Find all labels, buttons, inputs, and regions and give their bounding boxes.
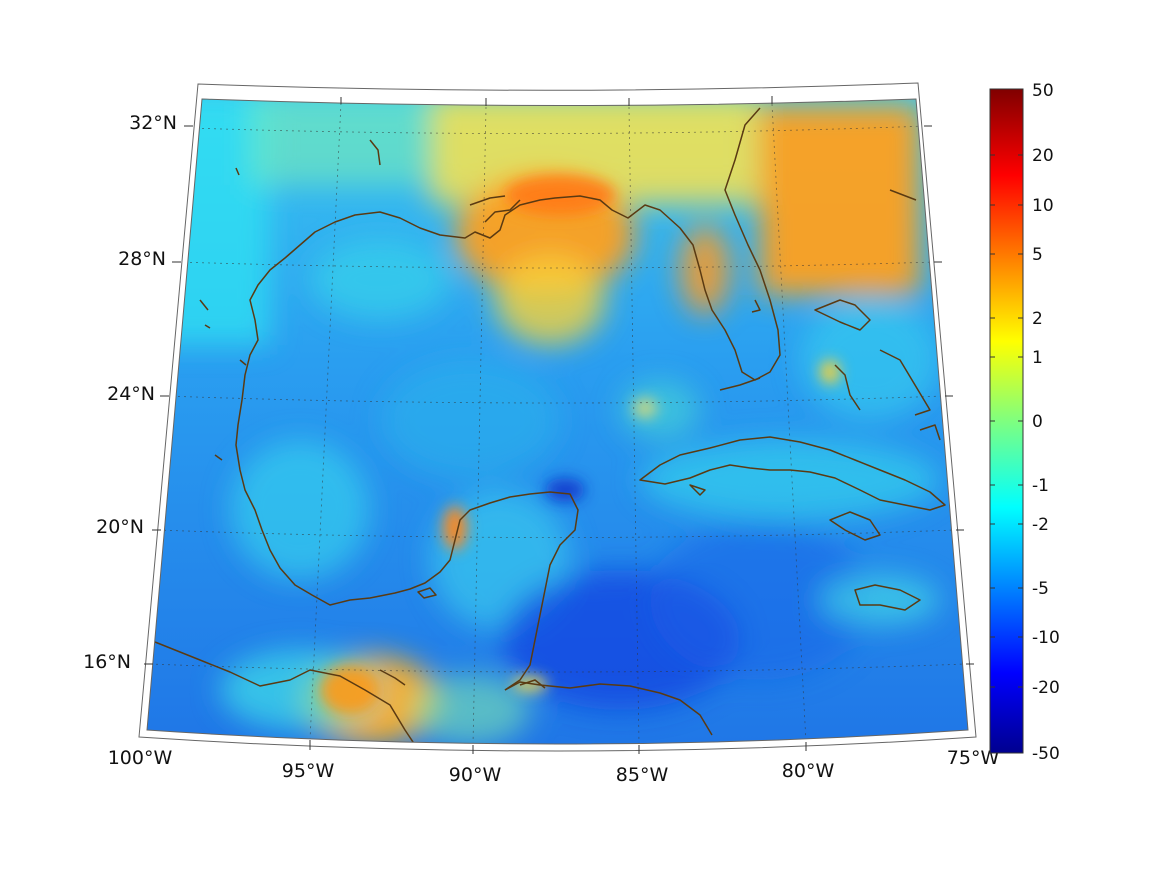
- latitude-labels: 32°N 28°N 24°N 20°N 16°N: [83, 112, 177, 673]
- lon-label-75: 75°W: [947, 747, 1000, 769]
- lat-label-24: 24°N: [107, 383, 155, 405]
- cb-label-neg50: -50: [1032, 744, 1060, 764]
- lon-label-90: 90°W: [449, 764, 502, 786]
- lat-label-20: 20°N: [96, 516, 144, 538]
- graticule: [149, 102, 966, 744]
- coastlines: [154, 107, 946, 744]
- cb-label-1: 1: [1032, 348, 1043, 368]
- cb-label-0: 0: [1032, 412, 1043, 432]
- cb-label-neg10: -10: [1032, 628, 1060, 648]
- lon-label-85: 85°W: [616, 764, 669, 786]
- longitude-labels: 100°W 95°W 90°W 85°W 80°W 75°W: [108, 747, 1000, 786]
- lon-label-80: 80°W: [782, 760, 835, 782]
- lat-label-32: 32°N: [129, 112, 177, 134]
- colorbar-ticks: [990, 154, 1023, 688]
- data-field: [147, 99, 968, 744]
- lat-label-16: 16°N: [83, 651, 131, 673]
- lon-label-95: 95°W: [282, 760, 335, 782]
- cb-label-50: 50: [1032, 81, 1054, 101]
- colorbar-labels: 50 20 10 5 2 1 0 -1 -2 -5 -10 -20 -50: [1032, 81, 1060, 764]
- lat-label-28: 28°N: [118, 248, 166, 270]
- map-frame-inner: [146, 98, 969, 745]
- cb-label-neg5: -5: [1032, 579, 1049, 599]
- cb-label-10: 10: [1032, 196, 1054, 216]
- colorbar: 50 20 10 5 2 1 0 -1 -2 -5 -10 -20 -50: [989, 81, 1060, 764]
- cb-label-neg2: -2: [1032, 515, 1049, 535]
- lon-label-100: 100°W: [108, 747, 173, 769]
- cb-label-5: 5: [1032, 245, 1043, 265]
- cb-label-neg1: -1: [1032, 476, 1049, 496]
- cb-label-2: 2: [1032, 309, 1043, 329]
- frame-ticks: [144, 96, 974, 754]
- cb-label-neg20: -20: [1032, 678, 1060, 698]
- cb-label-20: 20: [1032, 146, 1054, 166]
